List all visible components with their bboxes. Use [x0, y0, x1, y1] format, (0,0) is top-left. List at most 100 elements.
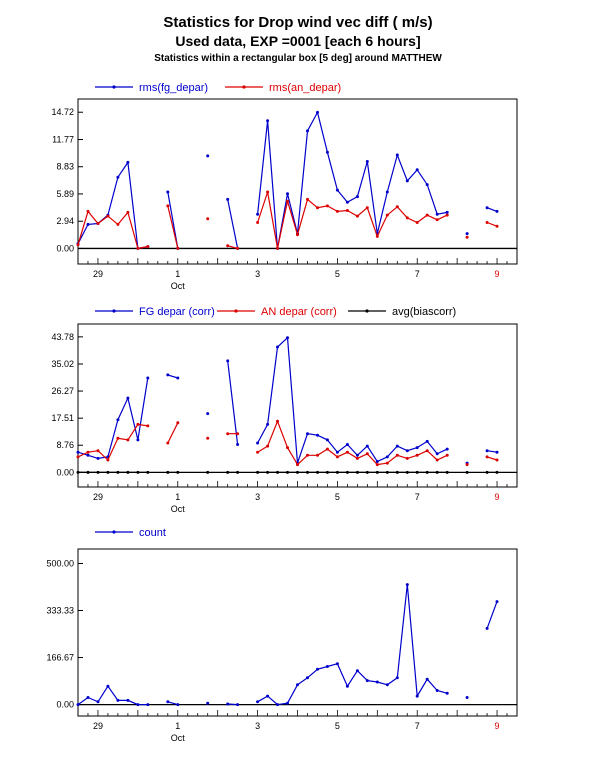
data-point	[495, 458, 499, 462]
data-point	[126, 396, 130, 400]
data-point	[355, 456, 359, 460]
data-point	[306, 453, 309, 457]
data-point	[96, 700, 100, 704]
data-point	[485, 206, 489, 210]
x-tick-label: 5	[335, 721, 340, 731]
data-point	[136, 438, 140, 442]
chart-panel-2: FG depar (corr) AN depar (corr) avg(biasco…	[51, 306, 518, 514]
data-point	[425, 449, 429, 453]
data-point	[276, 419, 279, 423]
data-point	[335, 188, 339, 192]
data-point	[166, 470, 170, 474]
x-month-label: Oct	[171, 733, 186, 743]
y-tick-label: 166.67	[46, 653, 74, 663]
series-avg-biascorr-	[76, 470, 499, 474]
legend-label: count	[139, 527, 166, 539]
chart-title: Statistics for Drop wind vec diff ( m/s)	[163, 14, 433, 31]
data-point	[166, 190, 170, 194]
data-point	[485, 455, 489, 459]
data-point	[116, 175, 120, 179]
data-point	[335, 662, 339, 666]
legend-marker	[242, 85, 246, 89]
data-point	[485, 221, 489, 224]
data-point	[126, 438, 130, 442]
series-line	[227, 199, 239, 249]
data-point	[405, 470, 409, 474]
data-point	[445, 213, 449, 217]
data-point	[415, 470, 419, 474]
data-point	[335, 470, 339, 474]
data-point	[355, 470, 359, 474]
series-line	[227, 360, 239, 445]
data-point	[325, 447, 329, 451]
legend-label: rms(fg_depar)	[139, 82, 208, 94]
data-point	[306, 432, 309, 436]
data-point	[146, 703, 150, 707]
series-line	[486, 601, 498, 629]
data-point	[286, 470, 289, 474]
data-point	[375, 680, 379, 684]
series-line	[77, 685, 148, 706]
data-point	[306, 470, 309, 474]
data-point	[86, 453, 90, 457]
y-tick-label: 0.00	[56, 243, 74, 253]
data-point	[276, 703, 279, 707]
data-point	[405, 216, 409, 220]
series-rms-an-depar-	[76, 190, 499, 250]
data-point	[495, 600, 499, 604]
x-tick-label: 1	[175, 721, 180, 731]
data-point	[355, 453, 359, 457]
series-count	[76, 583, 499, 707]
data-point	[176, 246, 180, 250]
data-point	[345, 200, 349, 204]
data-point	[206, 154, 210, 158]
data-point	[236, 443, 240, 446]
series-line	[167, 701, 178, 706]
data-point	[365, 470, 369, 474]
y-tick-label: 0.00	[56, 700, 74, 710]
data-point	[395, 453, 399, 457]
data-point	[465, 470, 469, 474]
data-point	[375, 463, 379, 467]
legend-label: AN depar (corr)	[261, 306, 337, 318]
data-point	[385, 470, 389, 474]
data-point	[385, 461, 389, 465]
data-point	[435, 458, 439, 462]
data-point	[76, 243, 80, 247]
series-line	[257, 336, 448, 464]
data-point	[236, 703, 240, 707]
data-point	[226, 197, 230, 201]
data-point	[345, 450, 349, 454]
legend-marker	[112, 85, 116, 89]
data-point	[495, 470, 499, 474]
data-point	[206, 412, 210, 416]
data-point	[425, 183, 429, 187]
data-point	[236, 470, 240, 474]
data-point	[176, 376, 180, 380]
data-point	[306, 129, 309, 133]
data-point	[86, 696, 90, 699]
data-point	[86, 450, 90, 454]
data-point	[405, 456, 409, 460]
series-line	[257, 110, 448, 249]
data-point	[76, 703, 80, 707]
data-point	[355, 195, 359, 199]
data-point	[405, 179, 409, 183]
y-tick-label: 43.78	[51, 332, 74, 342]
data-point	[256, 470, 260, 474]
y-tick-label: 17.51	[51, 413, 74, 423]
data-point	[266, 694, 270, 698]
data-point	[435, 218, 439, 222]
data-point	[176, 703, 180, 707]
data-point	[266, 190, 270, 194]
data-point	[385, 190, 389, 194]
data-point	[266, 470, 270, 474]
x-tick-label: 9	[495, 721, 500, 731]
data-point	[116, 436, 120, 440]
data-point	[176, 421, 180, 425]
data-point	[405, 449, 409, 453]
data-point	[345, 443, 349, 446]
data-point	[495, 450, 499, 454]
series-line	[77, 210, 148, 250]
data-point	[415, 694, 419, 698]
